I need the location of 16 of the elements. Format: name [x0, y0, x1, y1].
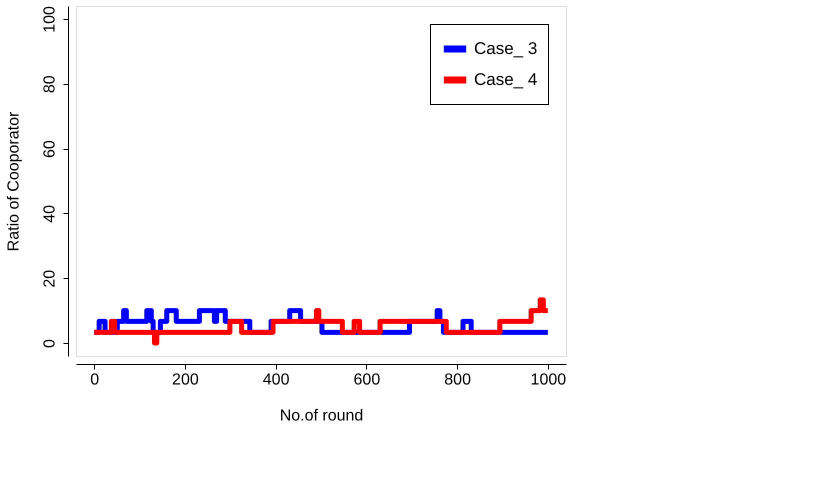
y-tick-label: 100	[42, 6, 58, 33]
x-tick-label: 400	[262, 372, 290, 388]
legend-label: Case_ 3	[474, 39, 538, 58]
x-tick-label: 600	[354, 372, 380, 388]
y-tick-label: 60	[42, 140, 58, 158]
x-tick-label: 1000	[530, 372, 566, 388]
x-tick-label: 0	[90, 372, 100, 388]
legend-label: Case_ 4	[474, 70, 538, 89]
x-tick-label: 800	[444, 372, 472, 388]
x-axis-title: No.of round	[280, 408, 364, 424]
y-tick-label: 0	[42, 338, 58, 348]
x-tick-label: 200	[172, 372, 199, 388]
y-tick-label: 80	[42, 75, 58, 94]
y-tick-label: 20	[42, 270, 58, 288]
y-tick-label: 40	[42, 204, 58, 223]
y-axis-title: Ratio of Cooporator	[6, 111, 22, 252]
